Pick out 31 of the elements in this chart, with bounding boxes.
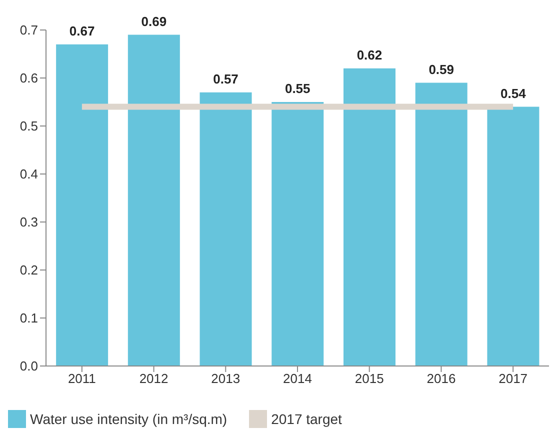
x-tick-label: 2012 xyxy=(139,371,168,386)
bar xyxy=(487,106,540,366)
bar xyxy=(200,92,252,366)
legend-label: 2017 target xyxy=(270,410,342,428)
bar xyxy=(56,44,108,366)
data-label: 0.69 xyxy=(141,14,167,29)
legend-label: Water use intensity (in m³/sq.m) xyxy=(29,410,228,428)
y-tick-label: 0.5 xyxy=(20,118,38,134)
y-tick-label: 0.1 xyxy=(20,310,38,326)
y-tick-label: 0.4 xyxy=(20,166,38,182)
x-tick-label: 2013 xyxy=(211,371,240,386)
x-tick-label: 2015 xyxy=(354,371,384,386)
data-label: 0.55 xyxy=(284,81,310,96)
x-tick-label: 2011 xyxy=(68,371,96,386)
bar xyxy=(128,34,180,366)
x-tick-label: 2017 xyxy=(498,371,528,386)
bar xyxy=(415,82,468,366)
y-tick-label: 0.2 xyxy=(20,262,38,278)
data-label: 0.54 xyxy=(500,86,527,101)
y-tick-label: 0.3 xyxy=(20,214,38,230)
data-label: 0.59 xyxy=(428,62,454,77)
bar xyxy=(272,102,324,366)
x-tick-label: 2016 xyxy=(426,371,456,386)
y-tick-label: 0.0 xyxy=(20,358,38,374)
data-label: 0.62 xyxy=(356,47,382,62)
data-label: 0.57 xyxy=(213,71,238,86)
x-tick-label: 2014 xyxy=(283,371,312,386)
bar xyxy=(343,68,396,366)
y-tick-label: 0.6 xyxy=(20,70,38,86)
data-label: 0.67 xyxy=(69,23,95,38)
y-tick-label: 0.7 xyxy=(20,22,38,38)
